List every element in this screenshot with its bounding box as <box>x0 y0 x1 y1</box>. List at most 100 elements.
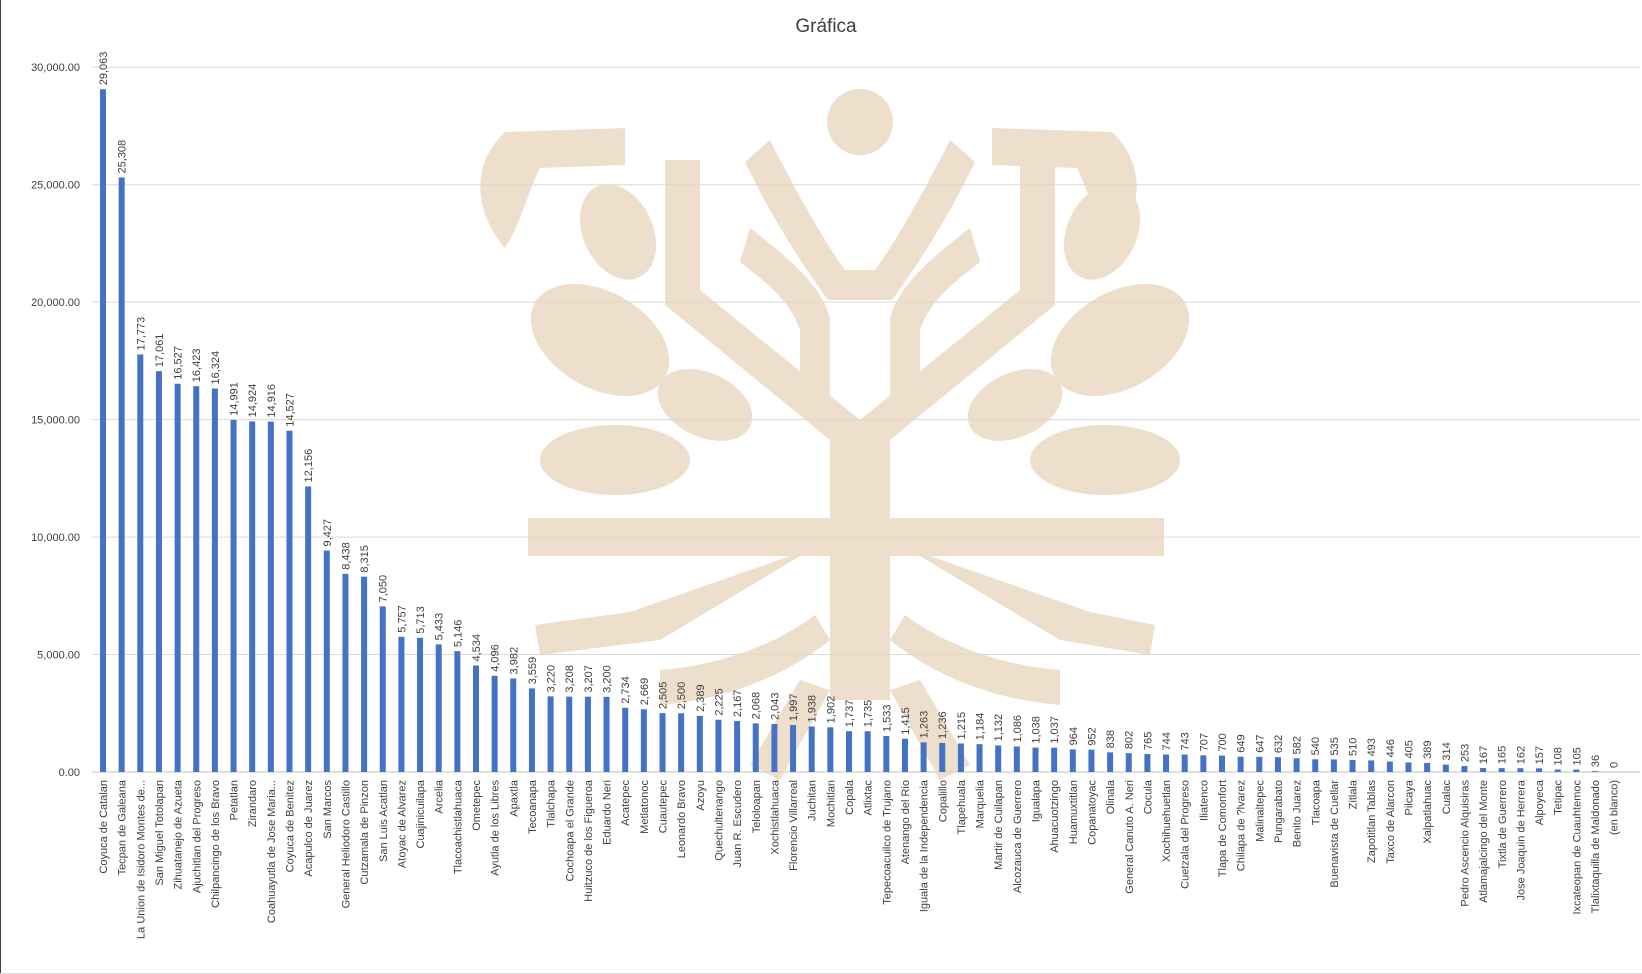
bar <box>118 177 125 772</box>
x-tick-label: Xochihuehuetlan <box>1161 780 1173 862</box>
data-label: 105 <box>1571 747 1583 765</box>
data-label: 2,389 <box>695 684 707 712</box>
x-tick-label: La Union de Isidoro Montes de... <box>135 780 147 939</box>
data-label: 535 <box>1329 737 1341 755</box>
data-label: 446 <box>1385 739 1397 757</box>
x-tick-label: Ometepec <box>471 780 483 831</box>
x-tick-label: San Miguel Totolapan <box>154 780 166 886</box>
x-tick-label: Petatlan <box>229 780 241 820</box>
x-tick-label: Xochistlahuaca <box>769 779 781 854</box>
bar <box>1051 747 1058 772</box>
x-tick-label: Copalillo <box>937 780 949 822</box>
y-tick-label: 15,000.00 <box>31 415 80 427</box>
bar <box>435 644 442 772</box>
data-label: 493 <box>1366 738 1378 756</box>
x-tick-label: Coyuca de Benitez <box>285 780 297 872</box>
x-tick-label: Cuautepec <box>658 780 670 834</box>
x-tick-label: Tetipac <box>1553 780 1565 815</box>
x-tick-label: Teloloapan <box>751 780 763 833</box>
bar <box>547 696 554 772</box>
x-tick-label: Tlacoachistlahuaca <box>452 779 464 874</box>
bar <box>137 354 144 772</box>
x-tick-label: Alpoyeca <box>1534 779 1546 825</box>
data-label: 802 <box>1124 731 1136 749</box>
x-tick-label: General Canuto A. Neri <box>1124 780 1136 894</box>
bar <box>715 719 722 772</box>
x-tick-label: Eduardo Neri <box>602 780 614 845</box>
x-tick-label: Metlatonoc <box>639 780 651 834</box>
x-tick-label: Alcozauca de Guerrero <box>1012 780 1024 893</box>
y-tick-label: 0.00 <box>59 767 80 779</box>
bar <box>305 486 312 772</box>
x-tick-label: Tlacoapa <box>1310 779 1322 825</box>
data-label: 743 <box>1180 732 1192 750</box>
x-tick-label: Chilapa de ?lvarez <box>1236 780 1248 871</box>
data-label: 16,527 <box>173 346 185 380</box>
bar <box>174 383 181 772</box>
data-label: 649 <box>1236 734 1248 752</box>
bar <box>995 745 1002 772</box>
bar <box>193 386 200 772</box>
data-label: 707 <box>1198 733 1210 751</box>
x-tick-label: Cochoapa el Grande <box>564 780 576 882</box>
bar <box>249 421 256 772</box>
bar <box>379 606 386 772</box>
x-axis-ticks: Coyuca de Catalan Tecpan de Galeana La Uni… <box>98 779 1621 939</box>
y-tick-label: 5,000.00 <box>37 650 80 662</box>
data-label: 3,200 <box>602 665 614 693</box>
data-label: 17,061 <box>154 334 166 368</box>
data-label: 1,037 <box>1049 716 1061 744</box>
bar <box>640 709 647 772</box>
bar <box>808 726 815 772</box>
bar <box>491 675 498 772</box>
data-label: 16,423 <box>191 349 203 383</box>
data-label: 17,773 <box>135 317 147 351</box>
x-tick-label: Jose Joaquin de Herrera <box>1515 779 1527 900</box>
data-label: 5,757 <box>396 605 408 633</box>
tree-logo-watermark <box>480 89 1190 780</box>
bar <box>752 723 759 772</box>
x-tick-label: Acapulco de Juarez <box>303 780 315 877</box>
y-tick-label: 25,000.00 <box>31 180 80 192</box>
data-label: 1,038 <box>1031 716 1043 744</box>
x-tick-label: Buenavista de Cuellar <box>1329 780 1341 888</box>
data-label: 167 <box>1478 746 1490 764</box>
x-tick-label: Coahuayutla de Jose Maria... <box>266 780 278 923</box>
x-tick-label: Cocula <box>1142 779 1154 814</box>
bar <box>1293 758 1300 772</box>
bar <box>603 696 610 772</box>
bar <box>323 550 330 772</box>
bar <box>1554 769 1561 772</box>
bar <box>454 651 461 772</box>
bar <box>1032 747 1039 772</box>
bar <box>584 696 591 772</box>
bar <box>528 688 535 772</box>
data-label: 162 <box>1515 746 1527 764</box>
data-label: 1,086 <box>1012 715 1024 743</box>
data-label: 2,505 <box>658 682 670 710</box>
data-label: 700 <box>1217 733 1229 751</box>
data-label: 405 <box>1404 740 1416 758</box>
bar <box>1330 759 1337 772</box>
bar <box>1274 757 1281 772</box>
data-labels: 29,063 25,308 17,773 17,061 16,527 16,423 16,3… <box>98 52 1621 768</box>
x-tick-label: Florencio Villarreal <box>788 780 800 871</box>
data-label: 314 <box>1441 742 1453 760</box>
data-label: 1,997 <box>788 694 800 722</box>
data-label: 2,500 <box>676 682 688 710</box>
bar <box>1013 746 1020 772</box>
data-label: 4,096 <box>490 644 502 672</box>
bar <box>1461 766 1468 772</box>
data-label: 5,433 <box>434 613 446 641</box>
bar <box>1237 756 1244 772</box>
data-label: 0 <box>1609 762 1621 768</box>
data-label: 29,063 <box>98 52 110 86</box>
data-label: 1,132 <box>993 714 1005 742</box>
x-tick-label: General Heliodoro Castillo <box>340 780 352 908</box>
data-label: 632 <box>1273 735 1285 753</box>
x-tick-label: Taxco de Alarcon <box>1385 780 1397 864</box>
x-tick-label: Igualapa <box>1031 779 1043 822</box>
data-label: 3,982 <box>508 647 520 675</box>
